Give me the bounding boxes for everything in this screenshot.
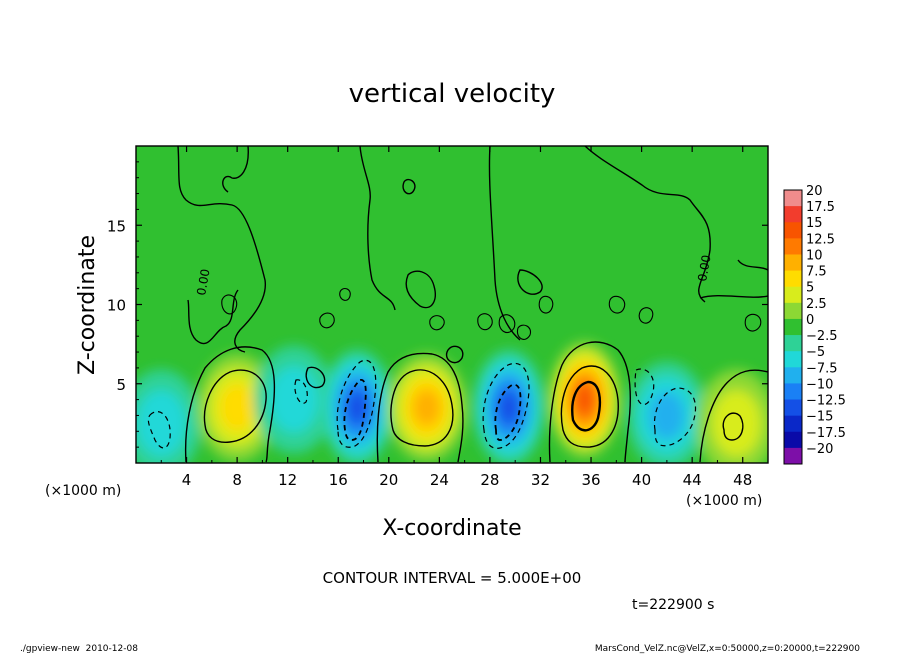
- colorbar-swatch: [784, 351, 802, 368]
- colorbar-swatch: [784, 415, 802, 433]
- colorbar-label: 2.5: [806, 297, 827, 312]
- x-tick-label: 20: [379, 471, 398, 489]
- colorbar-swatch: [784, 383, 802, 401]
- colorbar-swatch: [784, 190, 802, 207]
- colorbar-swatch: [784, 447, 802, 465]
- footer-right: MarsCond_VelZ.nc@VelZ,x=0:50000,z=0:2000…: [595, 644, 860, 654]
- x-tick-label: 16: [329, 471, 348, 489]
- colorbar-swatch: [784, 335, 802, 352]
- contour-islands: [221, 287, 762, 340]
- colorbar-label: −15: [806, 410, 833, 425]
- negative-contours: [147, 359, 697, 449]
- x-tick-label: 48: [733, 471, 752, 489]
- y-axis-label: Z-coordinate: [75, 235, 100, 375]
- y-tick-label: 15: [107, 217, 126, 235]
- colorbar-swatch: [784, 399, 802, 417]
- y-axis: 5 10 15: [107, 161, 768, 448]
- contour-lines: [177, 146, 768, 463]
- colorbar-label: 12.5: [806, 232, 835, 247]
- colorbar-swatch: [784, 206, 802, 223]
- x-tick-label: 32: [531, 471, 550, 489]
- x-axis: 4 8 12 16 20 24 28 32 36 40 44 48: [160, 146, 752, 489]
- x-tick-label: 28: [480, 471, 499, 489]
- colorbar-label: −17.5: [806, 426, 846, 441]
- colorbar-label: 7.5: [806, 265, 827, 280]
- x-tick-label: 8: [232, 471, 242, 489]
- x-tick-label: 12: [278, 471, 297, 489]
- x-axis-unit: (×1000 m): [686, 493, 762, 509]
- colorbar-label: 17.5: [806, 200, 835, 215]
- colorbar-label: −5: [806, 345, 825, 360]
- colorbar-swatch: [784, 431, 802, 449]
- colorbar-label: 20: [806, 184, 823, 199]
- x-tick-label: 24: [430, 471, 449, 489]
- x-tick-label: 4: [182, 471, 192, 489]
- footer-left: ./gpview-new 2010-12-08: [20, 644, 138, 654]
- velocity-cell-2: [269, 366, 319, 433]
- contour-zero-label: 0.00: [194, 268, 212, 297]
- x-tick-label: 40: [632, 471, 651, 489]
- x-tick-label: 44: [683, 471, 702, 489]
- velocity-cell-1: [219, 383, 255, 432]
- time-label: t=222900 s: [632, 597, 714, 613]
- x-axis-label: X-coordinate: [382, 516, 521, 541]
- colorbar-label: −20: [806, 442, 833, 457]
- x-tick-label: 36: [581, 471, 600, 489]
- colorbar-label: −2.5: [806, 329, 838, 344]
- contour-interval-label: CONTOUR INTERVAL = 5.000E+00: [323, 569, 582, 587]
- plot-area: 0.00 0.00: [136, 146, 768, 463]
- velocity-cell-6: [575, 385, 594, 414]
- contour-zero-label: 0.00: [695, 254, 713, 283]
- velocity-cell-7: [649, 391, 685, 440]
- colorbar-label: 15: [806, 216, 823, 231]
- velocity-cell-0: [136, 390, 186, 457]
- colorbar-label: −10: [806, 377, 833, 392]
- velocity-cell-3: [346, 390, 368, 425]
- colorbar-swatch: [784, 254, 802, 272]
- colorbar-label: 0: [806, 313, 814, 328]
- colorbar-frame: [783, 189, 803, 465]
- colorbar-swatch: [784, 238, 802, 255]
- velocity-cell-4: [412, 388, 441, 427]
- colorbar-swatch: [784, 318, 802, 336]
- colorbar-swatch: [784, 270, 802, 288]
- colorbar-label: 10: [806, 248, 823, 263]
- y-tick-label: 10: [107, 297, 126, 315]
- y-axis-unit: (×1000 m): [45, 483, 121, 499]
- y-tick-label: 5: [116, 376, 126, 394]
- colorbar-label: −7.5: [806, 361, 838, 376]
- colorbar-swatch: [784, 286, 802, 304]
- colorbar-label: 5: [806, 281, 814, 296]
- velocity-cell-8: [711, 390, 762, 457]
- colorbar-label: −12.5: [806, 394, 846, 409]
- chart-title: vertical velocity: [349, 79, 556, 109]
- colorbar-swatch: [784, 367, 802, 384]
- colorbar-swatch: [784, 302, 802, 320]
- colorbar-swatch: [784, 222, 802, 239]
- velocity-cell-5: [498, 390, 520, 425]
